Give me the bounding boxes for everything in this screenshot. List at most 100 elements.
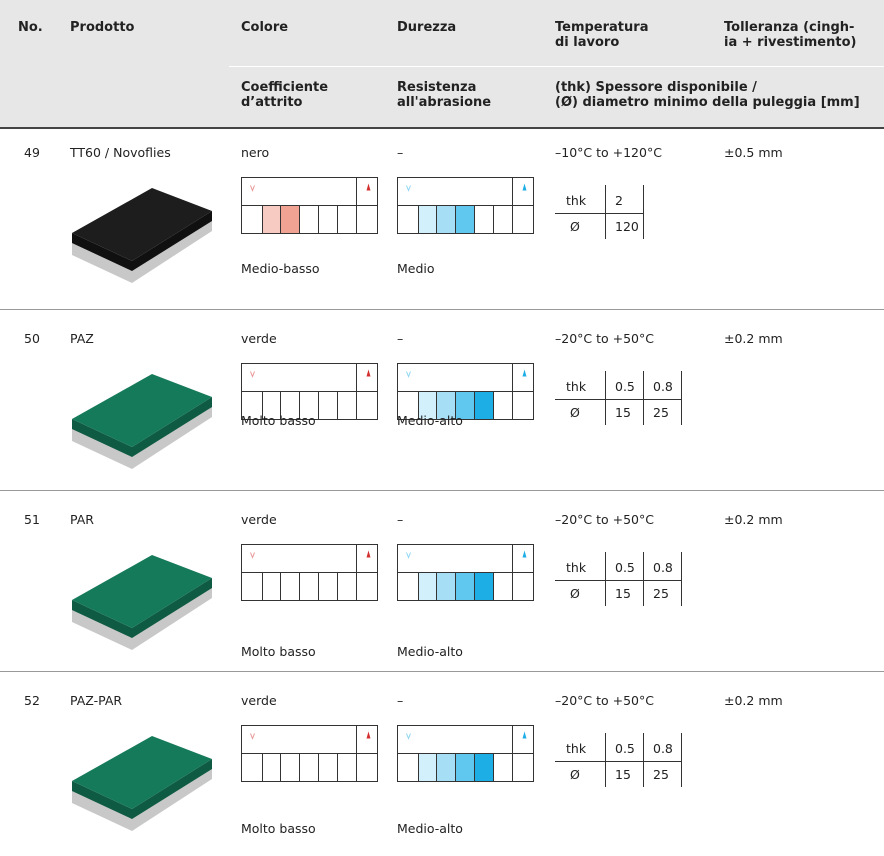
indicator-high-arrow: [366, 731, 371, 739]
indicator-cell: [455, 205, 475, 234]
thk-value: 0.5: [615, 560, 635, 575]
belt-base: [72, 585, 212, 650]
belt-side: [132, 211, 212, 271]
belt-base: [72, 766, 212, 831]
indicator-cell: [474, 572, 494, 601]
belt-side: [132, 578, 212, 638]
color: verde: [241, 693, 277, 708]
header-bg: [0, 0, 884, 127]
header-cell: Coefficiente d’attrito: [241, 80, 329, 110]
temperature: –20°C to +50°C: [555, 693, 654, 708]
indicator-cell: [280, 753, 300, 782]
friction-label: Molto basso: [241, 413, 316, 428]
color: verde: [241, 331, 277, 346]
header-cell: Tolleranza (cingh- ia + rivestimento): [724, 20, 857, 50]
indicator-cell: [241, 572, 263, 601]
indicator-cell: [241, 753, 263, 782]
indicator-cell: [436, 572, 456, 601]
friction-label: Molto basso: [241, 644, 316, 659]
thk-value: 0.8: [653, 560, 673, 575]
indicator-cell: [418, 572, 437, 601]
dia-value: 15: [615, 586, 631, 601]
hardness: –: [397, 512, 404, 527]
indicator-cell: [337, 391, 357, 420]
indicator-cell: [318, 391, 338, 420]
indicator-cell: [299, 753, 319, 782]
product-name: PAR: [70, 512, 94, 527]
belt-side: [72, 781, 132, 819]
header-divider: [229, 66, 884, 67]
indicator-cell: [474, 753, 494, 782]
indicator-low-mark: [406, 185, 411, 192]
thk-value: 0.8: [653, 379, 673, 394]
dim-label: Ø: [570, 405, 580, 420]
abrasion-label: Medio-alto: [397, 413, 463, 428]
belt-side: [132, 759, 212, 819]
belt-side: [132, 397, 212, 457]
indicator-cell: [318, 572, 338, 601]
indicator-cell: [318, 753, 338, 782]
hardness: –: [397, 145, 404, 160]
indicator-cell: [337, 753, 357, 782]
header-cell: Durezza: [397, 20, 457, 35]
indicator-cell: [397, 753, 419, 782]
indicator-high-arrow: [522, 550, 527, 558]
tolerance: ±0.5 mm: [724, 145, 783, 160]
abrasion-label: Medio-alto: [397, 644, 463, 659]
dim-label: thk: [566, 379, 587, 394]
header-cell: Temperatura di lavoro: [555, 20, 649, 50]
indicator-cell: [241, 205, 263, 234]
dim-label: thk: [566, 560, 587, 575]
temperature: –20°C to +50°C: [555, 512, 654, 527]
belt-base: [72, 218, 212, 283]
temperature: –10°C to +120°C: [555, 145, 662, 160]
product-name: PAZ-PAR: [70, 693, 123, 708]
dia-value: 15: [615, 405, 631, 420]
indicator-high-arrow: [522, 731, 527, 739]
header-bottom-line: [0, 127, 884, 129]
indicator-cell: [474, 205, 494, 234]
indicator-high-arrow: [366, 369, 371, 377]
belt-base: [72, 404, 212, 469]
indicator-high-arrow: [366, 183, 371, 191]
color: nero: [241, 145, 270, 160]
abrasion-label: Medio: [397, 261, 435, 276]
thk-value: 0.5: [615, 379, 635, 394]
indicator-cell: [493, 391, 513, 420]
indicator-cell: [337, 572, 357, 601]
indicator-cell: [337, 205, 357, 234]
header-cell: Resistenza all'abrasione: [397, 80, 492, 110]
indicator-cell: [299, 205, 319, 234]
product-name: PAZ: [70, 331, 94, 346]
product-name: TT60 / Novoflies: [70, 145, 171, 160]
belt-side: [72, 233, 132, 271]
indicator-high-arrow: [522, 369, 527, 377]
tolerance: ±0.2 mm: [724, 512, 783, 527]
header-cell: No.: [18, 20, 43, 35]
tolerance: ±0.2 mm: [724, 693, 783, 708]
indicator-low-mark: [406, 733, 411, 740]
row-number: 52: [24, 693, 40, 708]
belt-top: [72, 736, 212, 809]
belt-top: [72, 555, 212, 628]
color: verde: [241, 512, 277, 527]
indicator-cell: [493, 753, 513, 782]
belt-side: [72, 419, 132, 457]
dim-label: Ø: [570, 586, 580, 601]
temperature: –20°C to +50°C: [555, 331, 654, 346]
header-cell: Prodotto: [70, 20, 135, 35]
belt-top: [72, 188, 212, 261]
dim-label: thk: [566, 193, 587, 208]
indicator-cell: [455, 753, 475, 782]
row-number: 49: [24, 145, 40, 160]
dia-value: 25: [653, 586, 669, 601]
indicator-cell: [280, 205, 300, 234]
dim-label: thk: [566, 741, 587, 756]
indicator-cell: [418, 205, 437, 234]
dia-value: 120: [615, 219, 639, 234]
tolerance: ±0.2 mm: [724, 331, 783, 346]
friction-label: Medio-basso: [241, 261, 320, 276]
indicator-cell: [299, 572, 319, 601]
dim-label: Ø: [570, 219, 580, 234]
